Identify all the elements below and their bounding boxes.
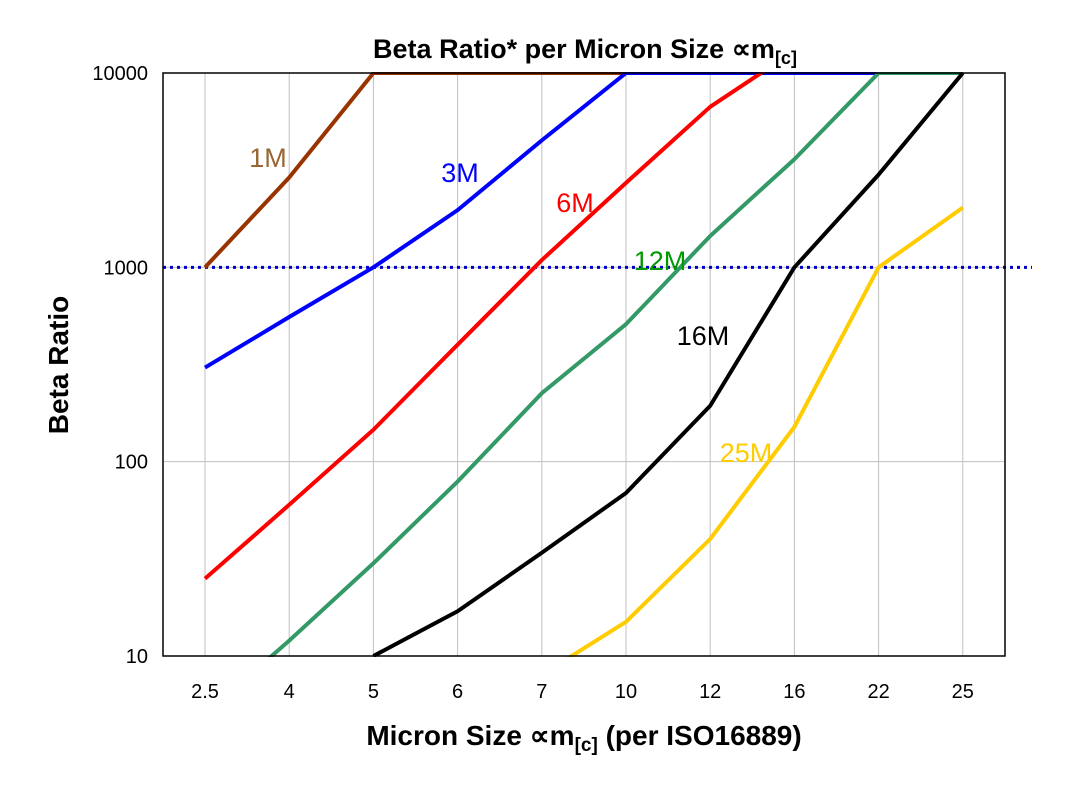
- y-tick-label: 1000: [104, 257, 149, 279]
- y-tick-labels: 10 100 1000 10000: [92, 63, 148, 668]
- series-line-12M: [267, 72, 963, 657]
- series-line-25M: [566, 205, 964, 657]
- x-tick-label: 4: [284, 681, 295, 703]
- x-tick-label: 5: [368, 681, 379, 703]
- x-tick-label: 25: [952, 681, 974, 703]
- series-label-6M: 6M: [556, 188, 594, 218]
- series-labels: 1M 3M 6M 12M 16M 25M: [249, 143, 772, 468]
- x-tick-labels: 2.5 4 5 6 7 10 12 16 22 25: [191, 681, 974, 703]
- chart-title: Beta Ratio* per Micron Size ∝m[c]: [373, 34, 797, 68]
- series-line-6M: [203, 72, 767, 581]
- x-tick-label: 12: [699, 681, 721, 703]
- x-tick-label: 7: [536, 681, 547, 703]
- y-tick-label: 10: [126, 646, 148, 668]
- series-label-25M: 25M: [720, 438, 773, 468]
- series-label-16M: 16M: [677, 321, 730, 351]
- x-tick-label: 22: [867, 681, 889, 703]
- y-tick-label: 100: [115, 452, 148, 474]
- y-axis-title: Beta Ratio: [43, 296, 74, 434]
- y-tick-label: 10000: [92, 63, 148, 85]
- x-tick-label: 6: [452, 681, 463, 703]
- plot-frame: [162, 72, 1006, 657]
- series-label-3M: 3M: [441, 158, 479, 188]
- series-label-12M: 12M: [634, 246, 687, 276]
- x-tick-label: 10: [615, 681, 637, 703]
- x-axis-title: Micron Size ∝m[c] (per ISO16889): [366, 720, 801, 756]
- x-tick-label: 16: [783, 681, 805, 703]
- x-tick-label: 2.5: [191, 681, 219, 703]
- series-line-16M: [372, 72, 965, 657]
- series-label-1M: 1M: [249, 143, 287, 173]
